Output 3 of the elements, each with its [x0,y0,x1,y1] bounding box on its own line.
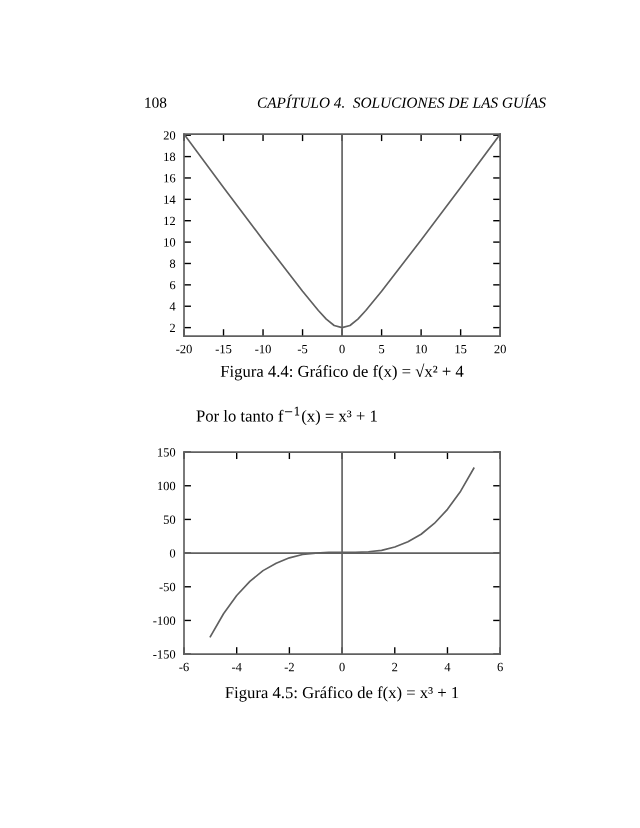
text: Por lo tanto f$^{−1}$(x) = x³ + 1 [196,406,377,426]
text: Figura 4.4: Gráfico de f(x) = √x² + 4 [220,363,464,381]
text: Figura 4.5: Gráfico de f(x) = x³ + 1 [225,686,459,702]
